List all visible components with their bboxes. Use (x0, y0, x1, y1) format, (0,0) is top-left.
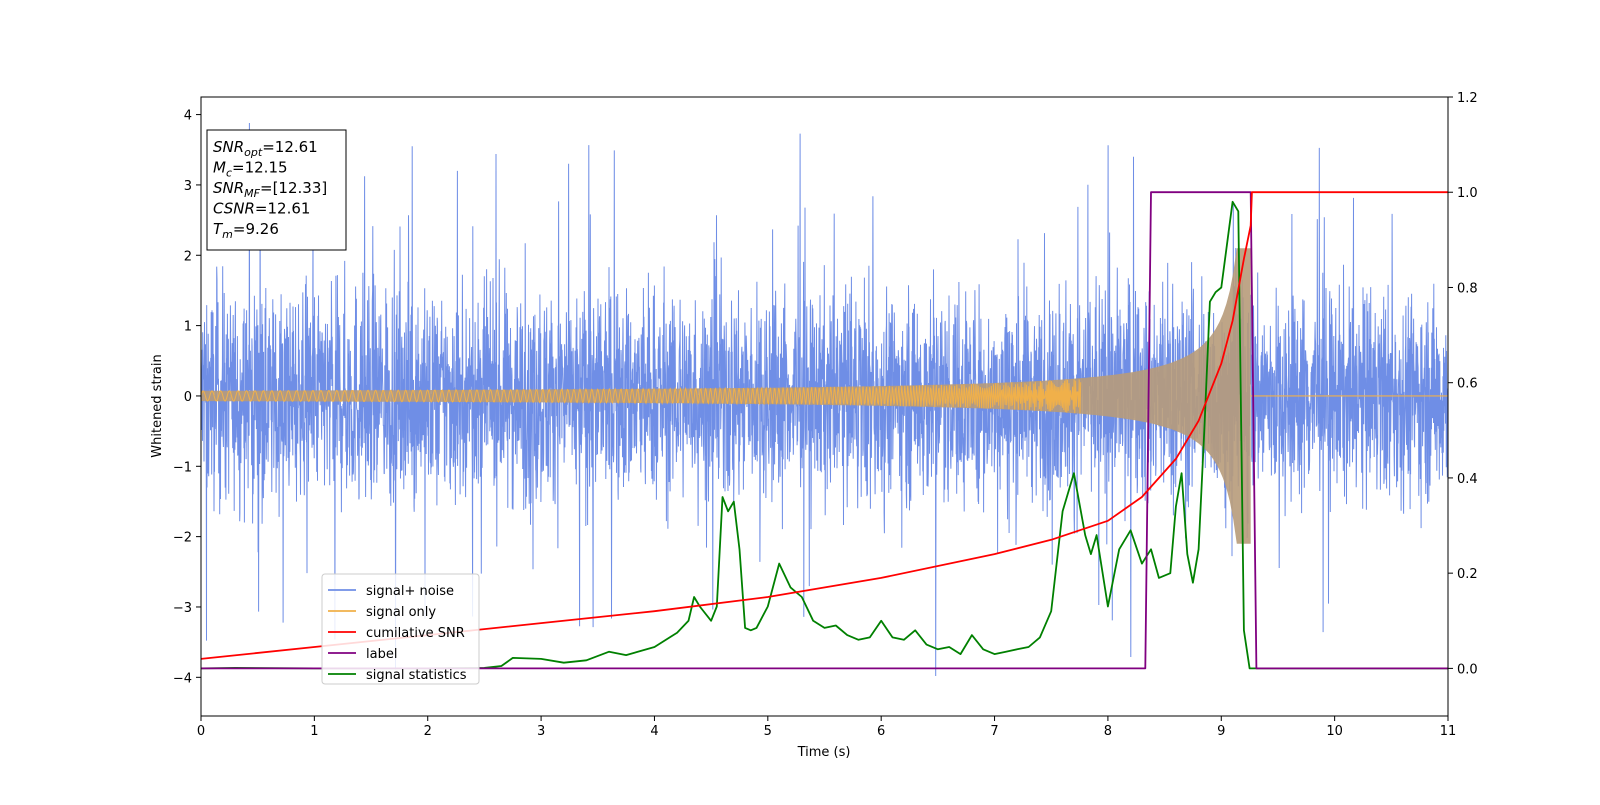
info-value: =12.61 (255, 200, 311, 218)
info-subscript: opt (244, 146, 263, 159)
y-axis-left: −4 −3 −2 −1 0 1 2 3 4 (173, 109, 201, 686)
info-value: =[12.33] (260, 179, 327, 197)
y-left-tick-label: 4 (184, 109, 192, 124)
info-symbol: M (213, 159, 226, 177)
x-tick-label: 10 (1326, 724, 1343, 739)
y-right-tick-label: 0.2 (1457, 567, 1478, 582)
cumulative-snr-line (201, 191, 1448, 660)
x-tick-label: 5 (764, 724, 772, 739)
y-left-tick-label: 0 (184, 390, 192, 405)
legend-label: signal statistics (366, 668, 467, 683)
signal-only-line (201, 379, 1082, 414)
legend-label: cumilative SNR (366, 626, 465, 641)
x-tick-label: 9 (1217, 724, 1225, 739)
info-box-line: Mc=12.15 (213, 159, 288, 180)
info-symbol: T (213, 220, 224, 238)
y-right-tick-label: 0.0 (1457, 662, 1478, 677)
legend-frame (321, 573, 480, 685)
legend-label: signal+ noise (366, 584, 454, 599)
info-value: =12.61 (262, 138, 318, 156)
info-box-line: Tm=9.26 (213, 220, 279, 241)
x-tick-label: 8 (1104, 724, 1112, 739)
y-right-tick-label: 0.4 (1457, 472, 1478, 487)
y-left-tick-label: −4 (173, 671, 192, 686)
y-axis-label: Whitened strain (150, 354, 165, 457)
y-right-tick-label: 0.6 (1457, 377, 1478, 392)
x-tick-label: 6 (877, 724, 885, 739)
info-box-line: SNRopt=12.61 (213, 138, 318, 159)
info-box-frame (206, 129, 347, 251)
y-left-tick-label: 2 (184, 249, 192, 264)
signal-only-series (201, 248, 1448, 544)
x-axis: 0 1 2 3 4 5 6 7 8 9 10 11 (197, 716, 1456, 739)
info-box-line: SNRMF=[12.33] (213, 179, 327, 200)
signal-statistics-line (201, 200, 1448, 670)
info-subscript: m (222, 228, 233, 241)
y-axis-right: 0.0 0.2 0.4 0.6 0.8 1.0 1.2 (1448, 91, 1478, 677)
y-left-tick-label: −1 (173, 460, 192, 475)
y-right-tick-label: 1.0 (1457, 186, 1478, 201)
info-subscript: MF (244, 187, 260, 200)
info-box: SNRopt=12.61Mc=12.15SNRMF=[12.33]CSNR=12… (206, 129, 347, 251)
y-right-tick-label: 1.2 (1457, 91, 1478, 106)
x-axis-label: Time (s) (797, 745, 851, 760)
info-symbol: SNR (213, 138, 244, 156)
y-left-tick-label: 1 (184, 320, 192, 335)
legend-label: signal only (366, 605, 436, 620)
y-left-tick-label: −3 (173, 601, 192, 616)
legend-label: label (366, 647, 397, 662)
y-left-tick-label: 3 (184, 179, 192, 194)
x-tick-label: 1 (310, 724, 318, 739)
info-subscript: c (226, 167, 232, 180)
label-line (201, 191, 1448, 670)
info-symbol: SNR (213, 179, 244, 197)
x-tick-label: 2 (424, 724, 432, 739)
legend: signal+ noise signal only cumilative SNR la… (321, 573, 480, 685)
info-value: =12.15 (232, 159, 288, 177)
y-left-tick-label: −2 (173, 531, 192, 546)
x-tick-label: 7 (990, 724, 998, 739)
x-tick-label: 11 (1440, 724, 1457, 739)
info-symbol: CSNR (213, 200, 255, 218)
info-value: =9.26 (233, 220, 279, 238)
plot-frame (200, 96, 1449, 717)
x-tick-label: 3 (537, 724, 545, 739)
y-right-tick-label: 0.8 (1457, 281, 1478, 296)
x-tick-label: 4 (650, 724, 658, 739)
info-box-line: CSNR=12.61 (213, 200, 310, 218)
x-tick-label: 0 (197, 724, 205, 739)
right-axis-series (201, 191, 1448, 670)
